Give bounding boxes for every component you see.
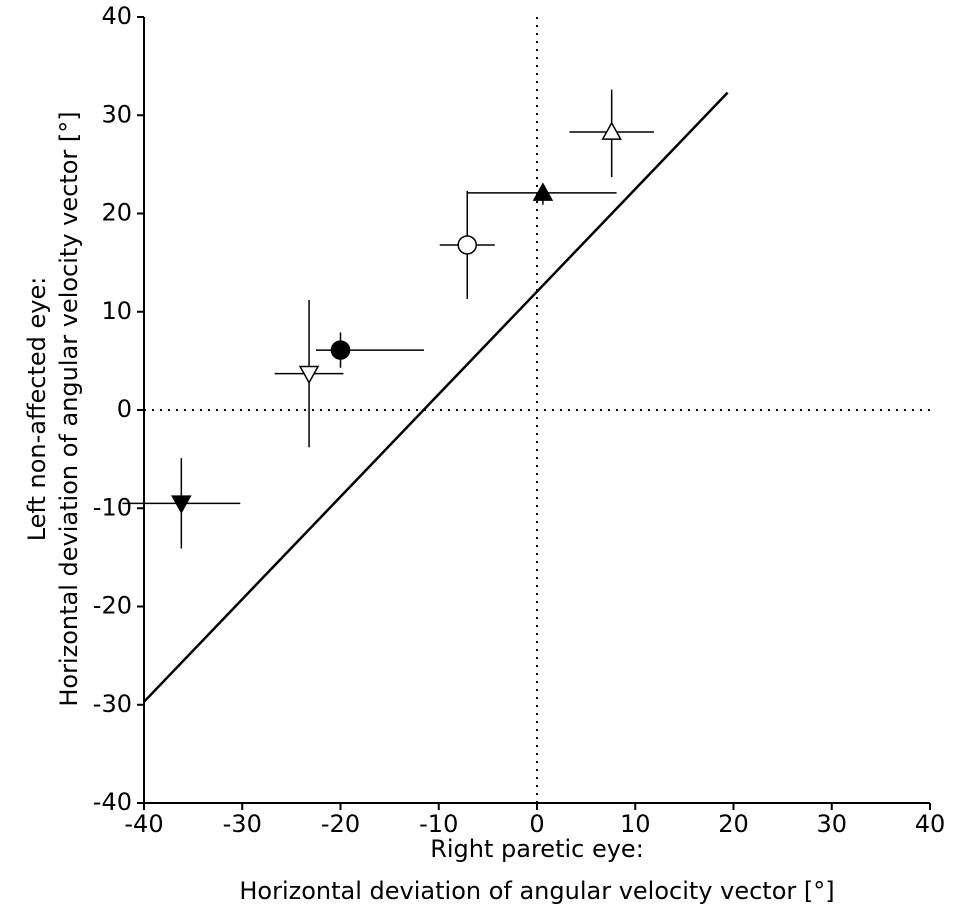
x-tick-label: 10 [620,810,651,838]
y-tick-label: -20 [93,592,132,620]
x-tick-label: -30 [223,810,262,838]
point [171,495,192,514]
y-tick-label: -30 [93,690,132,718]
y-tick-label: -40 [93,788,132,816]
point [532,182,554,201]
x-tick-label: 30 [816,810,847,838]
y-tick-label: 20 [101,199,132,227]
fit-line [143,91,729,703]
x-axis-label: Horizontal deviation of angular velocity… [239,877,834,905]
point [298,365,320,385]
point [601,121,622,140]
y-tick-label: 30 [101,100,132,128]
y-tick-label: 10 [101,297,132,325]
point [457,235,477,255]
x-tick-label: 0 [529,810,544,838]
x-tick-label: -40 [124,810,163,838]
x-axis-label: Right paretic eye: [430,835,644,863]
point [330,340,351,360]
y-tick-label: -10 [93,493,132,521]
y-axis-label: Left non-affected eye: [23,277,51,542]
x-tick-label: -10 [419,810,458,838]
y-tick-label: 40 [101,2,132,30]
y-axis-label: Horizontal deviation of angular velocity… [55,111,83,706]
x-tick-label: -20 [321,810,360,838]
y-tick-label: 0 [117,395,132,423]
x-tick-label: 20 [718,810,749,838]
x-tick-label: 40 [915,810,946,838]
